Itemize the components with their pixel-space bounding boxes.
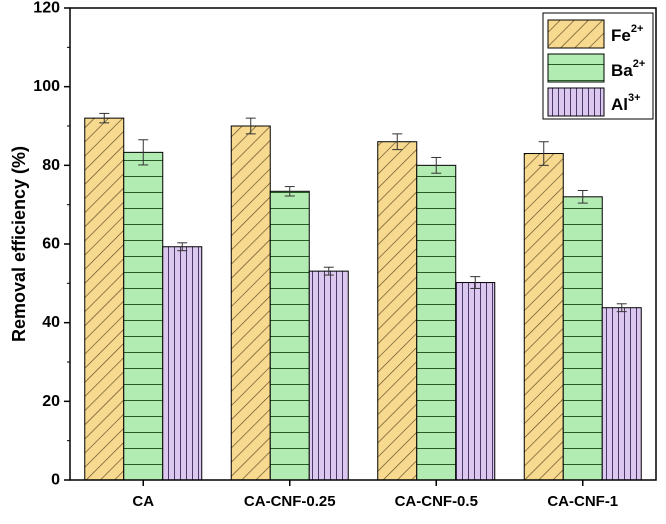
y-tick-label: 100 — [33, 78, 60, 95]
x-tick-label: CA — [132, 493, 154, 510]
bar-al-ca-cnf-1 — [601, 307, 642, 481]
bar-fe-ca-cnf-1 — [523, 153, 564, 481]
y-tick-label: 80 — [42, 157, 60, 174]
bar-al-ca-cnf-0-25 — [308, 270, 349, 481]
error-bars-layer — [99, 112, 627, 313]
legend-label-ba: Ba2+ — [611, 58, 645, 80]
legend-swatch-al — [547, 87, 605, 117]
legend-swatch-ba — [547, 53, 605, 83]
bars-layer — [84, 117, 642, 481]
bar-ba-ca-cnf-1 — [562, 196, 603, 481]
bar-al-ca — [162, 246, 203, 481]
legend-label-al-name: Al — [611, 95, 628, 114]
x-tick-label: CA-CNF-0.5 — [395, 493, 478, 510]
x-axis: CA CA-CNF-0.25 CA-CNF-0.5 CA-CNF-1 — [132, 480, 618, 510]
bar-ba-ca — [123, 151, 164, 481]
bar-fe-ca-cnf-0-5 — [377, 141, 418, 481]
bar-ba-ca-cnf-0-5 — [416, 164, 457, 481]
bar-ba-ca-cnf-0-25 — [269, 190, 310, 481]
x-tick-label: CA-CNF-0.25 — [244, 493, 336, 510]
x-tick-label: CA-CNF-1 — [547, 493, 618, 510]
bar-fe-ca-cnf-0-25 — [230, 125, 271, 481]
y-tick-label: 40 — [42, 314, 60, 331]
legend-label-fe-charge: 2+ — [631, 23, 644, 35]
y-tick-label: 60 — [42, 236, 60, 253]
legend-label-fe: Fe2+ — [611, 23, 643, 45]
y-axis-title: Removal efficiency (%) — [9, 146, 29, 342]
y-tick-label: 20 — [42, 393, 60, 410]
legend-swatch-fe — [547, 19, 605, 49]
y-axis: 0 20 40 60 80 100 120 — [33, 0, 70, 489]
legend-label-al-charge: 3+ — [628, 92, 641, 104]
legend-label-fe-name: Fe — [611, 26, 631, 45]
legend-label-al: Al3+ — [611, 92, 641, 114]
y-tick-label: 0 — [51, 472, 60, 489]
y-tick-label: 120 — [33, 0, 60, 17]
bar-fe-ca — [84, 117, 125, 481]
legend: Fe2+ Ba2+ Al3+ — [542, 12, 654, 120]
legend-label-ba-charge: 2+ — [633, 58, 646, 70]
legend-label-ba-name: Ba — [611, 61, 633, 80]
bar-al-ca-cnf-0-5 — [455, 282, 496, 481]
